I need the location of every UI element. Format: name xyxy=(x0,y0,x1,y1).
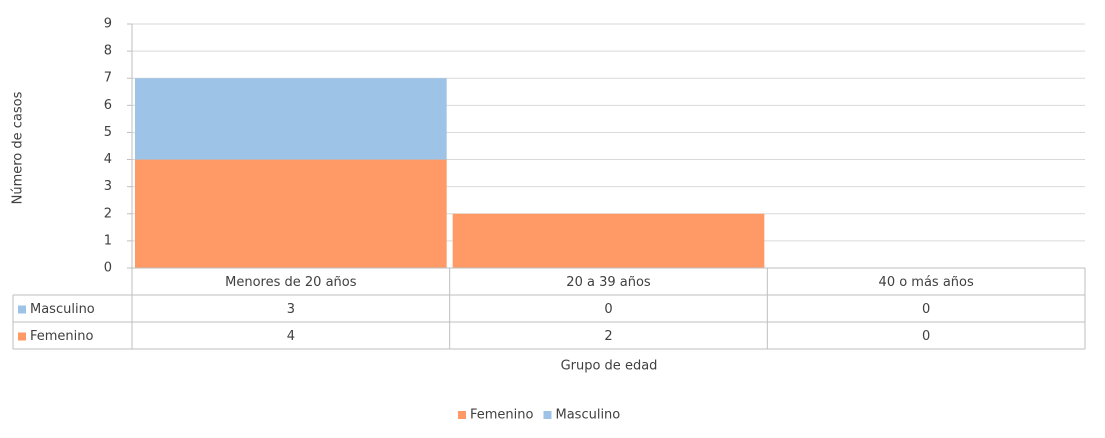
table-legend-swatch xyxy=(18,332,26,341)
table-value: 0 xyxy=(604,302,612,317)
y-tick-label: 3 xyxy=(104,179,112,194)
y-tick-label: 1 xyxy=(104,233,112,248)
y-tick-label: 9 xyxy=(104,17,112,32)
legend-label: Masculino xyxy=(555,408,620,423)
table-value: 3 xyxy=(287,302,295,317)
x-tick-label: Menores de 20 años xyxy=(225,275,357,290)
legend-swatch xyxy=(458,411,466,419)
y-tick-label: 4 xyxy=(104,152,112,167)
y-tick-label: 8 xyxy=(104,44,112,59)
x-tick-label: 40 o más años xyxy=(879,275,974,290)
bar xyxy=(135,78,447,160)
y-tick-label: 0 xyxy=(104,261,112,276)
table-value: 2 xyxy=(604,329,612,344)
bar xyxy=(135,159,447,268)
table-value: 4 xyxy=(287,329,295,344)
y-tick-label: 5 xyxy=(104,125,112,140)
bar xyxy=(452,213,765,268)
y-tick-label: 7 xyxy=(104,71,112,86)
table-series-name: Femenino xyxy=(30,329,94,344)
y-axis-title: Número de casos xyxy=(11,91,26,204)
table-value: 0 xyxy=(922,302,930,317)
table-legend-swatch xyxy=(18,305,26,314)
table-value: 0 xyxy=(922,329,930,344)
table-series-name: Masculino xyxy=(30,302,95,317)
y-tick-label: 2 xyxy=(104,206,112,221)
legend-swatch xyxy=(543,411,552,419)
y-tick-label: 6 xyxy=(104,98,112,113)
x-tick-label: 20 a 39 años xyxy=(566,275,651,290)
x-axis-title: Grupo de edad xyxy=(561,359,658,374)
legend-label: Femenino xyxy=(470,408,534,423)
